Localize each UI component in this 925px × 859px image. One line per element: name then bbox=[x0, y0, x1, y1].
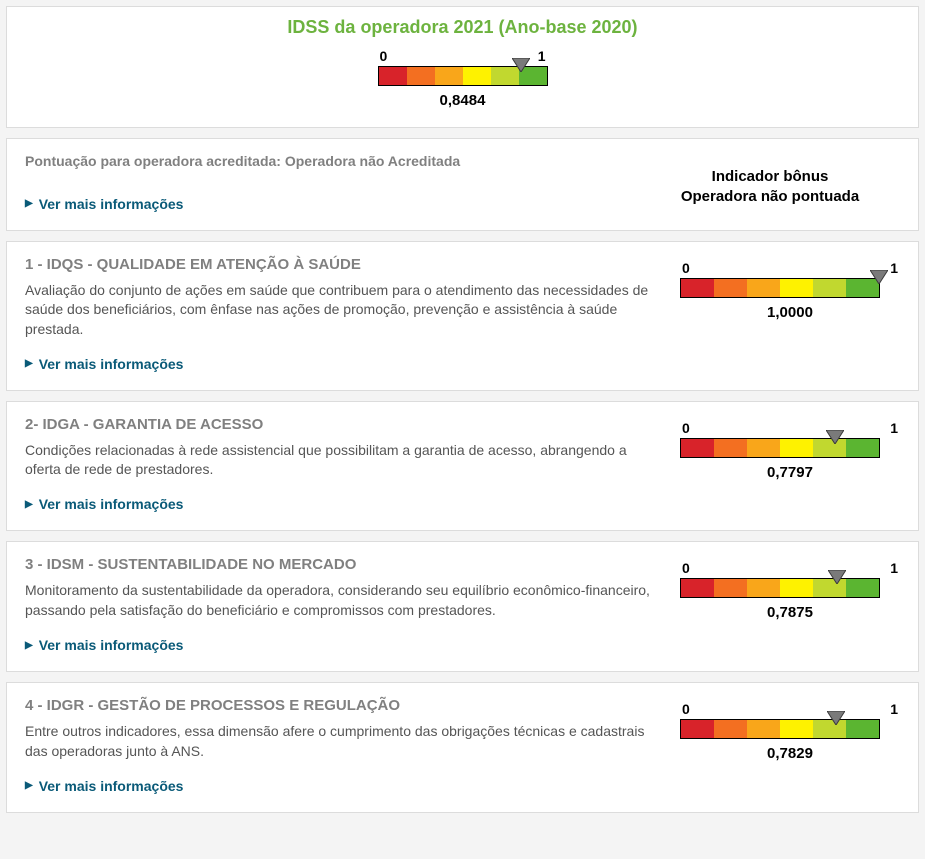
more-info-label: Ver mais informações bbox=[39, 356, 184, 372]
gauge-value: 1,0000 bbox=[680, 304, 900, 321]
more-info-link[interactable]: ▶ Ver mais informações bbox=[25, 496, 183, 512]
gauge-value: 0,7829 bbox=[680, 745, 900, 762]
bonus-indicator-title: Indicador bônus bbox=[640, 167, 900, 187]
more-info-label: Ver mais informações bbox=[39, 496, 184, 512]
dimension-title: 2- IDGA - GARANTIA DE ACESSO bbox=[25, 416, 650, 433]
dimension-title: 3 - IDSM - SUSTENTABILIDADE NO MERCADO bbox=[25, 556, 650, 573]
gauge-min-label: 0 bbox=[380, 48, 388, 64]
caret-right-icon: ▶ bbox=[25, 358, 33, 369]
dimension-description: Condições relacionadas à rede assistenci… bbox=[25, 441, 650, 480]
gauge-value: 0,8484 bbox=[378, 92, 548, 109]
accreditation-status: Pontuação para operadora acreditada: Ope… bbox=[25, 153, 640, 169]
header-gauge: 0 1 0,8484 bbox=[378, 48, 548, 109]
caret-right-icon: ▶ bbox=[25, 499, 33, 510]
dimension-card: 1 - IDQS - QUALIDADE EM ATENÇÃO À SAÚDE … bbox=[6, 241, 919, 391]
dimension-title: 4 - IDGR - GESTÃO DE PROCESSOS E REGULAÇ… bbox=[25, 697, 650, 714]
gauge-bar bbox=[680, 278, 880, 298]
caret-right-icon: ▶ bbox=[25, 780, 33, 791]
dimension-description: Monitoramento da sustentabilidade da ope… bbox=[25, 581, 650, 620]
gauge-bar bbox=[680, 438, 880, 458]
gauge-min-label: 0 bbox=[682, 701, 690, 717]
dimension-card: 3 - IDSM - SUSTENTABILIDADE NO MERCADO M… bbox=[6, 541, 919, 672]
gauge-max-label: 1 bbox=[890, 560, 898, 576]
dimension-description: Entre outros indicadores, essa dimensão … bbox=[25, 722, 650, 761]
header-card: IDSS da operadora 2021 (Ano-base 2020) 0… bbox=[6, 6, 919, 128]
dimension-gauge: 0 1 1,0000 bbox=[680, 260, 900, 321]
gauge-min-label: 0 bbox=[682, 420, 690, 436]
more-info-link[interactable]: ▶ Ver mais informações bbox=[25, 196, 183, 212]
gauge-value: 0,7875 bbox=[680, 604, 900, 621]
gauge-min-label: 0 bbox=[682, 260, 690, 276]
dimension-gauge: 0 1 0,7797 bbox=[680, 420, 900, 481]
dimension-gauge: 0 1 0,7829 bbox=[680, 701, 900, 762]
dimension-gauge: 0 1 0,7875 bbox=[680, 560, 900, 621]
dimension-card: 2- IDGA - GARANTIA DE ACESSO Condições r… bbox=[6, 401, 919, 532]
dimension-card: 4 - IDGR - GESTÃO DE PROCESSOS E REGULAÇ… bbox=[6, 682, 919, 813]
bonus-card: Pontuação para operadora acreditada: Ope… bbox=[6, 138, 919, 231]
more-info-label: Ver mais informações bbox=[39, 637, 184, 653]
page-title: IDSS da operadora 2021 (Ano-base 2020) bbox=[25, 17, 900, 38]
gauge-bar bbox=[680, 719, 880, 739]
dimension-title: 1 - IDQS - QUALIDADE EM ATENÇÃO À SAÚDE bbox=[25, 256, 650, 273]
bonus-indicator-status: Operadora não pontuada bbox=[640, 187, 900, 207]
more-info-label: Ver mais informações bbox=[39, 778, 184, 794]
gauge-max-label: 1 bbox=[890, 701, 898, 717]
gauge-bar bbox=[378, 66, 548, 86]
caret-right-icon: ▶ bbox=[25, 198, 33, 209]
caret-right-icon: ▶ bbox=[25, 640, 33, 651]
gauge-bar bbox=[680, 578, 880, 598]
gauge-max-label: 1 bbox=[538, 48, 546, 64]
dimension-description: Avaliação do conjunto de ações em saúde … bbox=[25, 281, 650, 340]
more-info-link[interactable]: ▶ Ver mais informações bbox=[25, 778, 183, 794]
more-info-link[interactable]: ▶ Ver mais informações bbox=[25, 637, 183, 653]
gauge-max-label: 1 bbox=[890, 260, 898, 276]
gauge-max-label: 1 bbox=[890, 420, 898, 436]
more-info-link[interactable]: ▶ Ver mais informações bbox=[25, 356, 183, 372]
more-info-label: Ver mais informações bbox=[39, 196, 184, 212]
gauge-min-label: 0 bbox=[682, 560, 690, 576]
gauge-value: 0,7797 bbox=[680, 464, 900, 481]
